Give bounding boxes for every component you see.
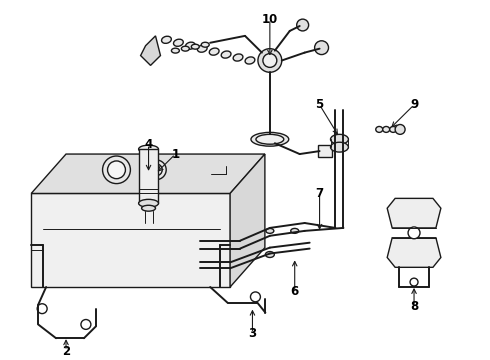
Polygon shape (387, 238, 441, 267)
Circle shape (250, 292, 260, 302)
Ellipse shape (181, 46, 189, 51)
Ellipse shape (185, 42, 195, 49)
Polygon shape (31, 154, 265, 193)
Ellipse shape (291, 228, 299, 233)
Circle shape (37, 304, 47, 314)
Text: 4: 4 (145, 138, 153, 151)
Circle shape (297, 19, 309, 31)
Ellipse shape (209, 48, 219, 55)
Circle shape (315, 41, 328, 55)
Polygon shape (387, 198, 441, 228)
Ellipse shape (376, 126, 383, 132)
Polygon shape (141, 36, 161, 66)
Text: 5: 5 (316, 98, 324, 111)
Text: 3: 3 (248, 327, 257, 340)
Circle shape (81, 320, 91, 329)
Ellipse shape (256, 134, 284, 144)
Text: 7: 7 (316, 187, 323, 200)
Ellipse shape (162, 36, 172, 43)
Polygon shape (230, 154, 265, 287)
Polygon shape (318, 145, 332, 157)
Ellipse shape (390, 126, 396, 132)
Circle shape (408, 227, 420, 239)
Circle shape (107, 161, 125, 179)
Ellipse shape (266, 228, 274, 233)
Ellipse shape (233, 54, 243, 61)
Text: 6: 6 (291, 285, 299, 298)
Ellipse shape (266, 252, 274, 257)
Ellipse shape (191, 44, 199, 49)
Circle shape (147, 160, 166, 180)
Ellipse shape (201, 42, 209, 47)
Ellipse shape (221, 51, 231, 58)
Text: 10: 10 (262, 13, 278, 26)
Ellipse shape (173, 39, 183, 46)
Text: 1: 1 (172, 148, 179, 161)
Circle shape (395, 125, 405, 134)
Ellipse shape (331, 134, 348, 144)
Ellipse shape (142, 205, 155, 211)
Text: 8: 8 (410, 300, 418, 313)
Ellipse shape (172, 48, 179, 53)
Ellipse shape (197, 45, 207, 52)
FancyBboxPatch shape (139, 149, 158, 203)
Circle shape (258, 49, 282, 72)
Text: 2: 2 (62, 345, 70, 357)
Circle shape (150, 164, 162, 176)
Ellipse shape (331, 142, 348, 152)
Ellipse shape (245, 57, 255, 64)
Text: 9: 9 (410, 98, 418, 111)
Circle shape (102, 156, 130, 184)
Ellipse shape (139, 145, 158, 153)
Ellipse shape (251, 132, 289, 146)
Ellipse shape (383, 126, 390, 132)
Ellipse shape (139, 199, 158, 207)
Polygon shape (31, 193, 230, 287)
Circle shape (410, 278, 418, 286)
Circle shape (263, 54, 277, 67)
